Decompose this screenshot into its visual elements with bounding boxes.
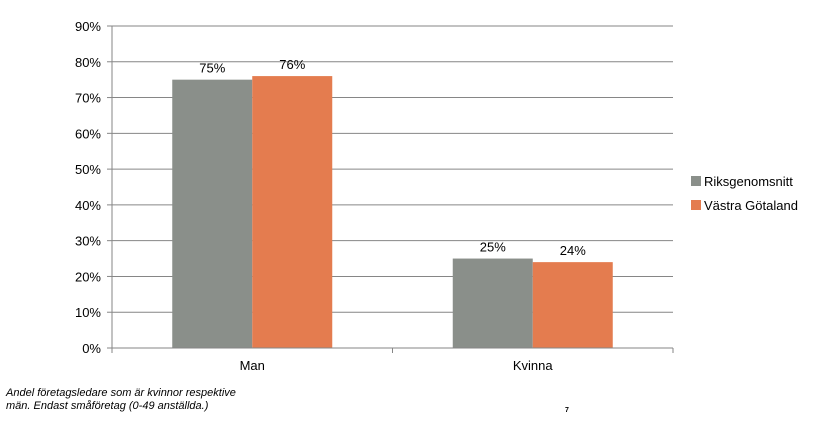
legend-swatch-series-1 xyxy=(691,176,701,186)
data-label: 25% xyxy=(480,240,506,255)
chart-caption: Andel företagsledare som är kvinnor resp… xyxy=(6,387,236,412)
bar-kvinna-series-1 xyxy=(452,258,533,348)
y-tick-label: 30% xyxy=(75,234,101,249)
y-tick-label: 90% xyxy=(75,19,101,34)
x-tick-label: Kvinna xyxy=(513,358,554,373)
data-label: 75% xyxy=(199,61,225,76)
x-tick-label: Man xyxy=(240,358,265,373)
y-axis-tick-labels: 0% 10% 20% 30% 40% 50% 60% 70% 80% 90% xyxy=(75,19,101,356)
x-axis xyxy=(111,26,674,353)
legend-swatch-series-2 xyxy=(691,200,701,210)
bar-man-series-2 xyxy=(252,76,333,348)
y-tick-label: 50% xyxy=(75,162,101,177)
y-tick-label: 60% xyxy=(75,126,101,141)
y-tick-label: 70% xyxy=(75,91,101,106)
bar-kvinna-series-2 xyxy=(532,262,613,348)
data-label: 24% xyxy=(560,243,586,258)
x-axis-tick-labels: Man Kvinna xyxy=(240,358,554,373)
y-tick-label: 80% xyxy=(75,55,101,70)
bar-man-series-1 xyxy=(172,79,253,349)
legend-label: Riksgenomsnitt xyxy=(704,174,793,189)
y-tick-label: 10% xyxy=(75,305,101,320)
page-number: 7 xyxy=(565,407,569,414)
y-tick-label: 40% xyxy=(75,198,101,213)
y-tick-label: 0% xyxy=(82,341,101,356)
bars xyxy=(172,76,613,349)
y-tick-label: 20% xyxy=(75,269,101,284)
data-labels: 75% 25% 76% 24% xyxy=(199,57,586,258)
legend-label: Västra Götaland xyxy=(704,198,798,213)
legend: Riksgenomsnitt Västra Götaland xyxy=(691,174,798,213)
data-label: 76% xyxy=(279,57,305,72)
